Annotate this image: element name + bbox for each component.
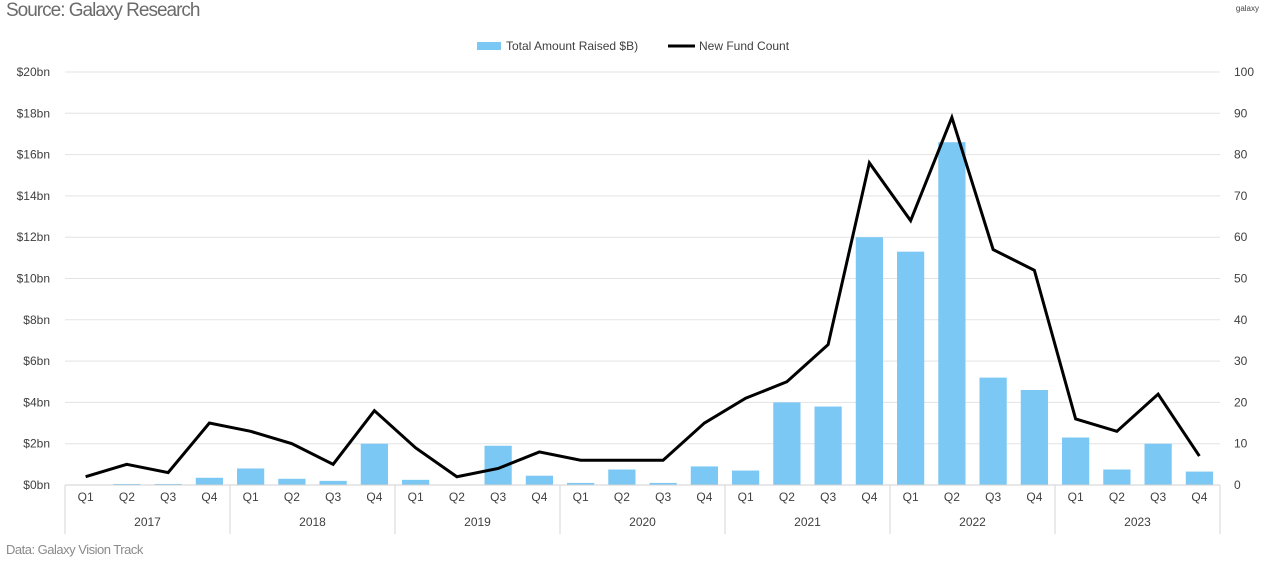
right-tick-label: 0	[1234, 478, 1241, 492]
bar	[1103, 469, 1131, 485]
left-tick-label: $4bn	[23, 395, 50, 409]
quarter-label: Q3	[325, 490, 341, 504]
quarter-label: Q2	[779, 490, 795, 504]
quarter-label: Q4	[531, 490, 547, 504]
bar	[1062, 437, 1090, 485]
legend-bar-swatch	[477, 42, 501, 50]
quarter-label: Q4	[201, 490, 217, 504]
quarter-label: Q1	[243, 490, 259, 504]
quarter-label: Q1	[903, 490, 919, 504]
bar	[113, 483, 141, 485]
left-tick-label: $20bn	[17, 65, 50, 79]
quarter-label: Q1	[1068, 490, 1084, 504]
year-label: 2019	[464, 515, 491, 529]
bar	[897, 251, 925, 485]
left-tick-label: $10bn	[17, 272, 50, 286]
quarter-label: Q3	[820, 490, 836, 504]
bar	[567, 482, 595, 485]
right-tick-label: 10	[1234, 437, 1248, 451]
right-tick-label: 80	[1234, 148, 1248, 162]
fund-count-line	[85, 112, 1201, 479]
right-tick-label: 90	[1234, 106, 1248, 120]
bar	[360, 443, 388, 485]
quarter-label: Q3	[160, 490, 176, 504]
quarter-label: Q3	[985, 490, 1001, 504]
bar	[525, 475, 553, 485]
quarter-label: Q2	[119, 490, 135, 504]
quarter-label: Q2	[284, 490, 300, 504]
quarter-label: Q4	[1026, 490, 1042, 504]
bar	[814, 406, 842, 485]
bar	[608, 469, 636, 485]
quarter-label: Q4	[861, 490, 877, 504]
year-label: 2020	[629, 515, 656, 529]
quarter-label: Q3	[1150, 490, 1166, 504]
left-tick-label: $16bn	[17, 148, 50, 162]
bar	[402, 479, 430, 485]
source-label: Source: Galaxy Research	[6, 0, 200, 21]
bar	[732, 470, 760, 485]
quarter-label: Q3	[490, 490, 506, 504]
quarter-label: Q2	[449, 490, 465, 504]
legend-bar-label: Total Amount Raised $B)	[506, 39, 638, 53]
quarter-label: Q1	[78, 490, 94, 504]
left-tick-label: $18bn	[17, 106, 50, 120]
year-label: 2017	[134, 515, 161, 529]
bar	[1144, 443, 1172, 485]
bar	[690, 466, 718, 485]
bar	[278, 478, 306, 485]
right-tick-label: 40	[1234, 313, 1248, 327]
quarter-label: Q4	[696, 490, 712, 504]
right-tick-label: 30	[1234, 354, 1248, 368]
bar	[1020, 390, 1048, 485]
year-label: 2018	[299, 515, 326, 529]
bar	[195, 477, 223, 485]
left-tick-label: $12bn	[17, 230, 50, 244]
left-tick-label: $6bn	[23, 354, 50, 368]
left-tick-label: $8bn	[23, 313, 50, 327]
bar	[237, 468, 265, 485]
galaxy-logo: galaxy	[1235, 4, 1259, 13]
legend-line-label: New Fund Count	[699, 39, 790, 53]
bar	[1185, 471, 1213, 485]
bar	[154, 483, 182, 485]
quarter-label: Q2	[614, 490, 630, 504]
quarter-label: Q2	[944, 490, 960, 504]
bar	[979, 377, 1007, 485]
right-tick-label: 20	[1234, 395, 1248, 409]
bar	[855, 237, 883, 485]
quarter-label: Q3	[655, 490, 671, 504]
quarter-label: Q1	[573, 490, 589, 504]
left-tick-label: $14bn	[17, 189, 50, 203]
quarter-label: Q1	[408, 490, 424, 504]
quarter-label: Q4	[366, 490, 382, 504]
footnote: Data: Galaxy Vision Track	[6, 542, 143, 557]
bar	[773, 402, 801, 485]
quarter-label: Q1	[738, 490, 754, 504]
right-tick-label: 60	[1234, 230, 1248, 244]
year-label: 2023	[1124, 515, 1151, 529]
left-tick-label: $2bn	[23, 437, 50, 451]
quarter-label: Q2	[1109, 490, 1125, 504]
right-tick-label: 100	[1234, 65, 1254, 79]
quarter-label: Q4	[1191, 490, 1207, 504]
right-tick-label: 70	[1234, 189, 1248, 203]
left-tick-label: $0bn	[23, 478, 50, 492]
bar	[319, 480, 347, 485]
right-tick-label: 50	[1234, 272, 1248, 286]
year-label: 2021	[794, 515, 821, 529]
year-label: 2022	[959, 515, 986, 529]
bar	[649, 482, 677, 485]
bar	[938, 142, 966, 485]
